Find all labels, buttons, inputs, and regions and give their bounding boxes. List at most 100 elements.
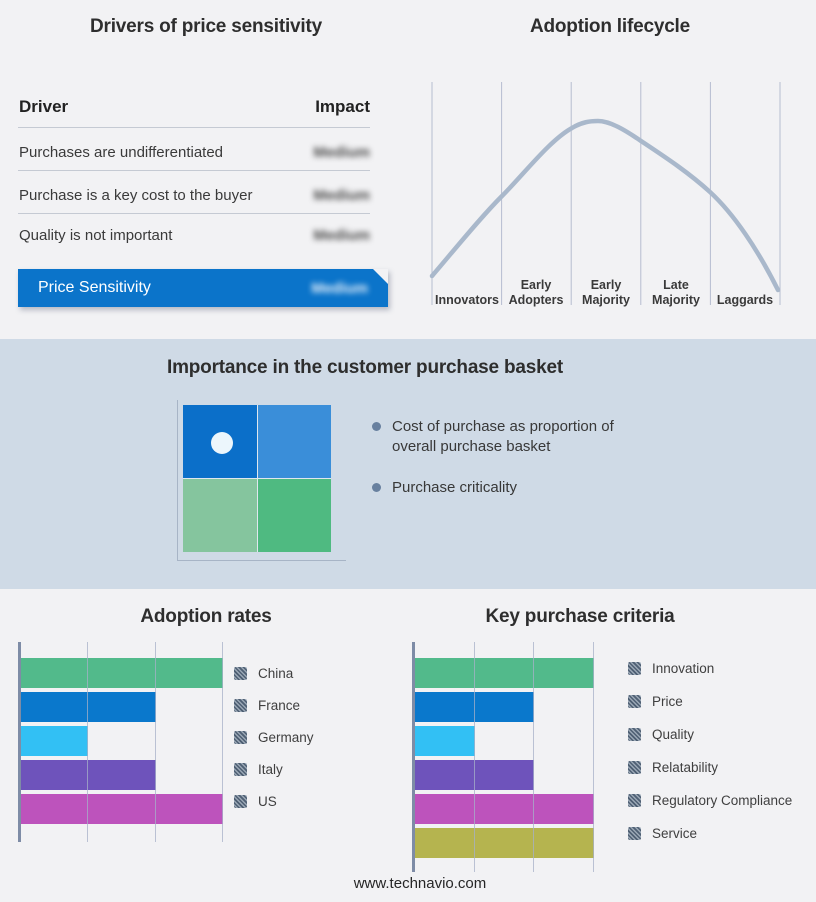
adoption-rates-legend: China France Germany Italy US <box>234 666 314 809</box>
key-purchase-criteria-plot <box>412 642 594 872</box>
legend-label: France <box>258 698 301 713</box>
hatched-swatch-icon <box>234 763 247 776</box>
legend-item-innovation: Innovation <box>628 661 792 676</box>
price-sensitivity-label: Price Sensitivity <box>38 279 151 296</box>
legend-label: Relatability <box>652 760 719 775</box>
stage-label-laggards: Laggards <box>716 293 774 307</box>
lifecycle-panel-title: Adoption lifecycle <box>529 16 691 37</box>
hatched-swatch-icon <box>234 699 247 712</box>
column-header-impact: Impact <box>315 97 370 116</box>
bullet-icon <box>372 483 381 492</box>
purchase-basket-band <box>0 339 816 589</box>
bar-relatability <box>415 760 535 790</box>
legend-item-service: Service <box>628 826 792 841</box>
legend-item-france: France <box>234 698 314 713</box>
gridline <box>154 642 156 842</box>
legend-item-germany: Germany <box>234 730 314 745</box>
table-row-driver: Purchases are undifferentiated <box>19 144 224 161</box>
stage-label-late-majority: Late Majority <box>652 278 700 307</box>
bullet-item: Purchase criticality <box>372 478 628 498</box>
table-divider <box>18 127 370 128</box>
lifecycle-gridlines <box>431 82 781 305</box>
adoption-rates-plot <box>18 642 223 842</box>
quadrant-cell-top-right <box>257 405 331 478</box>
hatched-swatch-icon <box>628 761 641 774</box>
table-row-impact-blurred: Medium <box>313 144 370 161</box>
bar-france <box>21 692 156 722</box>
legend-item-relatability: Relatability <box>628 760 792 775</box>
gridline <box>473 642 475 872</box>
table-row-impact-blurred: Medium <box>313 227 370 244</box>
legend-label: China <box>258 666 294 681</box>
legend-label: Italy <box>258 762 283 777</box>
gridline <box>87 642 89 842</box>
hatched-swatch-icon <box>628 728 641 741</box>
hatched-swatch-icon <box>628 794 641 807</box>
table-divider <box>18 213 370 214</box>
table-row-driver: Quality is not important <box>19 227 173 244</box>
legend-item-us: US <box>234 794 314 809</box>
key-purchase-criteria-legend: Innovation Price Quality Relatability Regula… <box>628 661 793 841</box>
lifecycle-bell-curve <box>429 118 781 293</box>
drivers-panel-title: Drivers of price sensitivity <box>89 16 322 37</box>
basket-bullet-list: Cost of purchase as proportion of overal… <box>372 417 628 498</box>
bar-innovation <box>415 658 594 688</box>
adoption-lifecycle-chart: Innovators Early Adopters Early Majority… <box>420 78 790 310</box>
legend-label: Regulatory Compliance <box>652 793 793 808</box>
bar-italy <box>21 760 156 790</box>
quadrant-position-marker <box>211 432 233 454</box>
hatched-swatch-icon <box>234 731 247 744</box>
legend-label: Germany <box>258 730 314 745</box>
column-header-driver: Driver <box>19 97 69 116</box>
hatched-swatch-icon <box>628 695 641 708</box>
gridline <box>533 642 535 872</box>
bar-germany <box>21 726 89 756</box>
legend-item-china: China <box>234 666 314 681</box>
footer-url: www.technavio.com <box>353 875 487 892</box>
bullet-text: Purchase criticality <box>392 479 518 496</box>
price-sensitivity-banner: Price Sensitivity Medium <box>18 269 388 307</box>
legend-item-price: Price <box>628 694 792 709</box>
bar-service <box>415 828 594 858</box>
hatched-swatch-icon <box>234 667 247 680</box>
bullet-icon <box>372 422 381 431</box>
hatched-swatch-icon <box>628 662 641 675</box>
legend-label: Quality <box>652 727 695 742</box>
price-sensitivity-impact-blurred: Medium <box>311 280 368 297</box>
legend-item-regulatory-compliance: Regulatory Compliance <box>628 793 793 808</box>
gridline <box>222 642 223 842</box>
basket-panel-title: Importance in the customer purchase bask… <box>167 357 563 378</box>
purchase-basket-quadrant <box>183 405 331 552</box>
adoption-rates-title: Adoption rates <box>140 606 272 627</box>
key-purchase-criteria-title: Key purchase criteria <box>485 606 675 627</box>
lifecycle-svg <box>429 82 781 305</box>
bullet-text: Cost of purchase as proportion of overal… <box>392 418 614 455</box>
stage-label-early-majority: Early Majority <box>582 278 630 307</box>
table-row-driver: Purchase is a key cost to the buyer <box>19 187 253 204</box>
legend-item-quality: Quality <box>628 727 792 742</box>
hatched-swatch-icon <box>234 795 247 808</box>
stage-label-early-adopters: Early Adopters <box>508 278 564 307</box>
table-divider <box>18 170 370 171</box>
quadrant-cell-bottom-right <box>257 479 331 552</box>
bar-us <box>21 794 223 824</box>
table-row-impact-blurred: Medium <box>313 187 370 204</box>
legend-label: US <box>258 794 277 809</box>
legend-item-italy: Italy <box>234 762 314 777</box>
legend-label: Price <box>652 694 683 709</box>
bar-regulatory-compliance <box>415 794 594 824</box>
stage-label-innovators: Innovators <box>435 293 499 307</box>
legend-label: Innovation <box>652 661 715 676</box>
quadrant-axis <box>177 400 346 561</box>
gridline <box>593 642 594 872</box>
hatched-swatch-icon <box>628 827 641 840</box>
bar-price <box>415 692 535 722</box>
key-purchase-criteria-chart: Innovation Price Quality Relatability Regula… <box>412 642 812 872</box>
quadrant-cell-bottom-left <box>183 479 257 552</box>
bar-quality <box>415 726 475 756</box>
bullet-item: Cost of purchase as proportion of overal… <box>372 417 628 457</box>
legend-label: Service <box>652 826 698 841</box>
bar-china <box>21 658 223 688</box>
adoption-rates-chart: China France Germany Italy US <box>18 642 418 842</box>
